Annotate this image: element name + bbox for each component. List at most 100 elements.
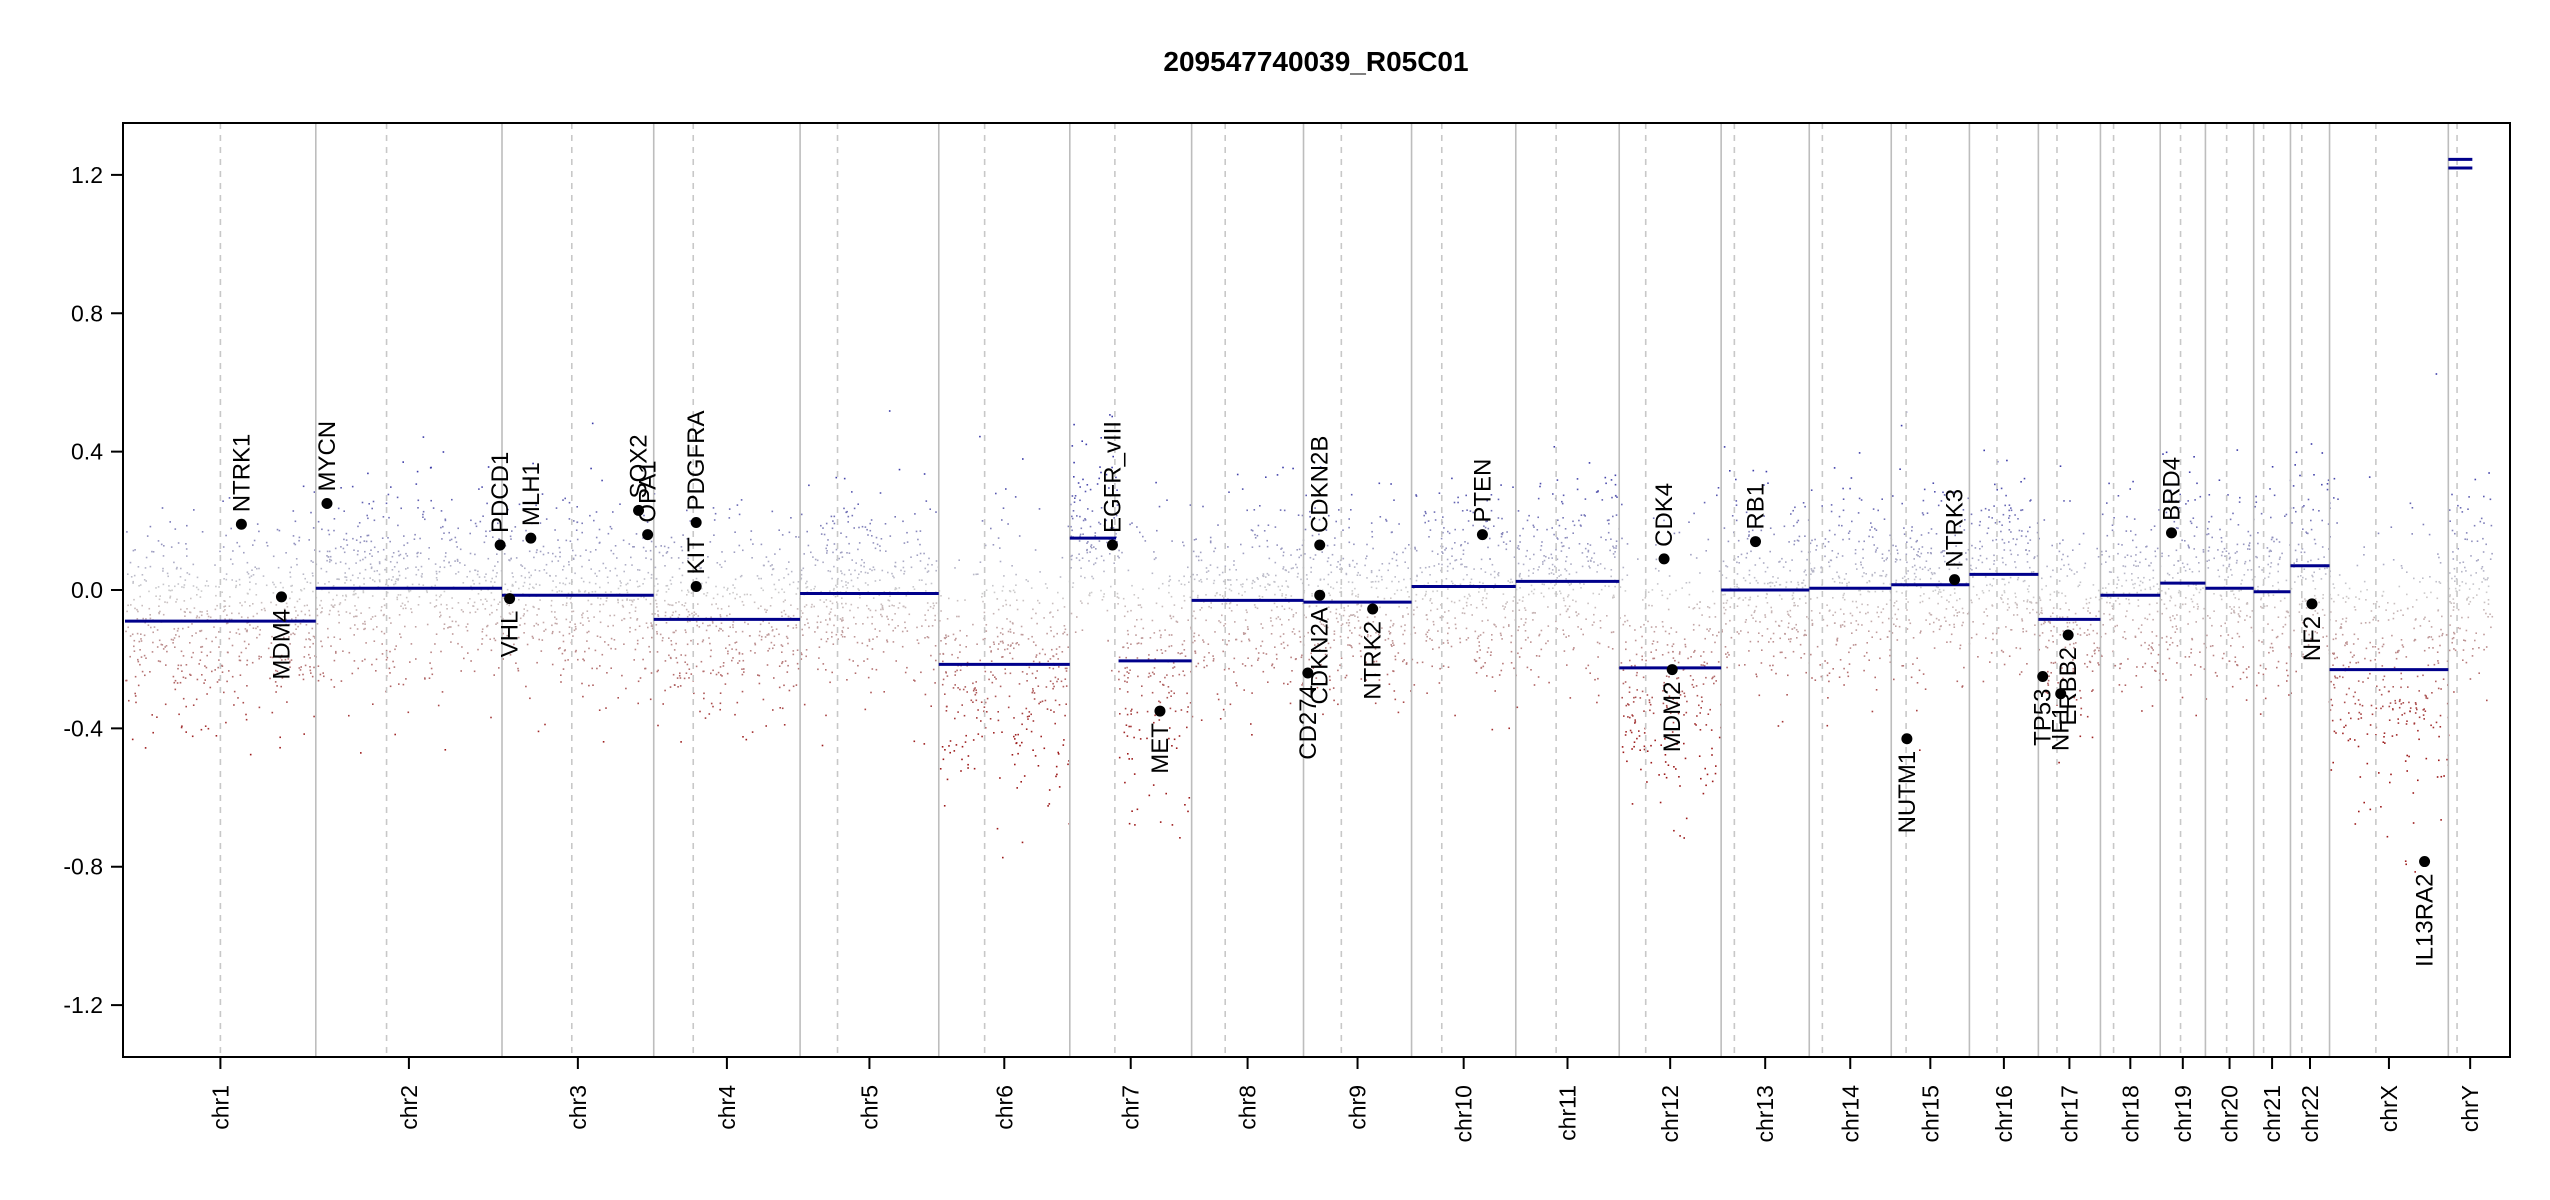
probe-point: [430, 667, 433, 670]
probe-point: [1179, 837, 1181, 839]
probe-point: [429, 602, 432, 604]
probe-point: [946, 705, 948, 708]
probe-point: [681, 561, 684, 564]
probe-point: [1209, 541, 1212, 544]
probe-point: [371, 507, 373, 510]
probe-point: [1578, 543, 1581, 545]
probe-point: [956, 599, 959, 602]
probe-point: [1765, 470, 1768, 473]
probe-point: [489, 613, 491, 616]
probe-point: [1793, 543, 1795, 546]
probe-point: [1746, 552, 1748, 555]
probe-point: [1300, 656, 1303, 659]
probe-point: [709, 541, 712, 543]
probe-point: [1778, 625, 1781, 627]
probe-point: [1548, 573, 1551, 575]
probe-point: [459, 562, 461, 564]
probe-point: [298, 539, 300, 542]
probe-point: [1374, 702, 1377, 705]
probe-point: [1765, 597, 1767, 599]
probe-point: [1197, 594, 1199, 597]
probe-point: [1428, 629, 1430, 631]
probe-point: [1675, 689, 1678, 692]
probe-point: [1627, 716, 1629, 718]
probe-point: [759, 623, 762, 626]
probe-point: [425, 590, 428, 592]
probe-point: [382, 516, 385, 518]
probe-point: [1242, 632, 1245, 634]
probe-point: [1454, 714, 1456, 717]
probe-point: [664, 611, 667, 614]
probe-point: [302, 485, 305, 488]
probe-point: [800, 577, 803, 580]
probe-point: [756, 575, 759, 577]
probe-point: [652, 625, 654, 628]
probe-point: [1715, 765, 1717, 767]
probe-point: [1634, 719, 1636, 721]
probe-point: [1611, 648, 1614, 650]
probe-point: [825, 522, 828, 525]
probe-point: [1389, 633, 1391, 635]
probe-point: [1778, 594, 1781, 597]
probe-point: [1151, 572, 1154, 575]
probe-point: [1252, 579, 1254, 582]
probe-point: [1140, 642, 1143, 645]
probe-point: [1064, 667, 1067, 670]
probe-point: [958, 615, 960, 618]
probe-point: [597, 597, 599, 599]
probe-point: [1081, 629, 1084, 631]
probe-point: [1469, 510, 1472, 512]
probe-point: [1276, 658, 1278, 660]
probe-point: [970, 699, 973, 702]
probe-point: [1193, 610, 1195, 613]
probe-point: [353, 584, 355, 586]
probe-point: [262, 575, 265, 577]
probe-point: [1106, 541, 1108, 544]
probe-point: [1497, 498, 1500, 501]
probe-point: [426, 623, 429, 626]
probe-point: [795, 536, 797, 538]
probe-point: [496, 609, 498, 611]
probe-point: [125, 679, 128, 682]
probe-point: [306, 581, 309, 583]
probe-point: [595, 549, 597, 551]
probe-point: [825, 640, 828, 643]
probe-point: [680, 546, 683, 548]
probe-point: [959, 688, 961, 691]
probe-point: [1200, 559, 1203, 562]
probe-point: [1512, 600, 1514, 602]
probe-point: [1749, 598, 1751, 601]
probe-point: [727, 652, 729, 655]
probe-point: [1702, 792, 1705, 795]
probe-point: [303, 587, 306, 590]
probe-point: [1078, 553, 1080, 555]
probe-point: [417, 507, 419, 509]
probe-point: [1480, 568, 1482, 570]
probe-point: [720, 566, 723, 568]
probe-point: [1552, 573, 1555, 575]
probe-point: [1169, 615, 1172, 617]
probe-point: [1049, 626, 1052, 628]
probe-point: [240, 651, 243, 654]
probe-point: [289, 666, 291, 668]
probe-point: [1522, 596, 1524, 599]
probe-point: [1327, 583, 1329, 586]
probe-point: [1255, 647, 1257, 650]
probe-point: [1397, 711, 1400, 714]
probe-point: [191, 635, 193, 637]
probe-point: [853, 527, 855, 529]
probe-point: [170, 546, 173, 548]
probe-point: [482, 603, 484, 606]
probe-point: [1841, 555, 1844, 557]
probe-point: [1293, 633, 1296, 635]
probe-point: [1729, 587, 1732, 590]
probe-point: [365, 642, 367, 644]
probe-point: [1320, 617, 1322, 620]
probe-point: [904, 621, 906, 624]
probe-point: [845, 536, 848, 538]
probe-point: [1088, 594, 1090, 596]
probe-point: [1259, 505, 1261, 507]
probe-point: [760, 577, 762, 580]
probe-point: [810, 606, 813, 608]
